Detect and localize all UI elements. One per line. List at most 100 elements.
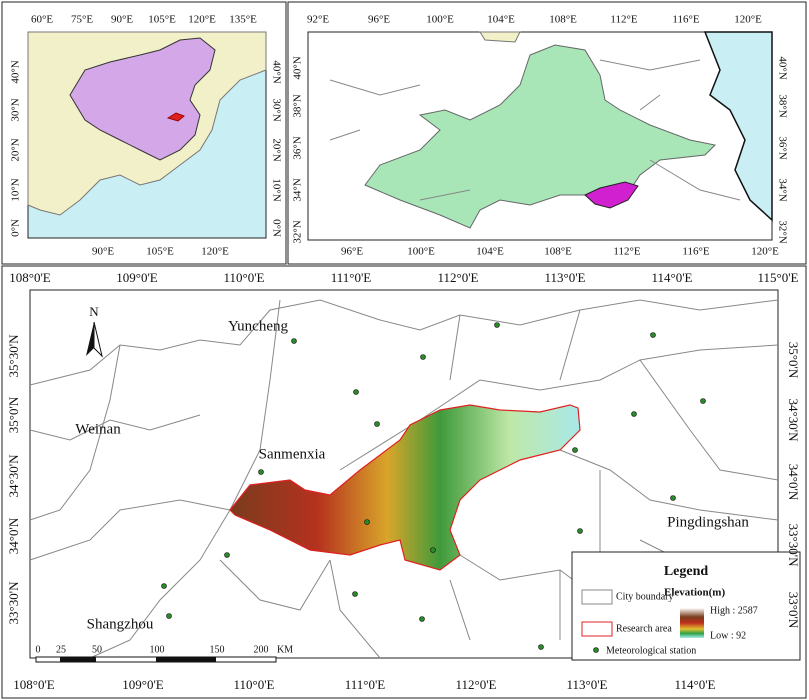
lat-label: 33°0'N: [786, 592, 801, 629]
city-label: Shangzhou: [87, 616, 154, 632]
lon-label: 114°0'E: [675, 677, 716, 692]
lat-label: 36°N: [776, 136, 788, 159]
station: [419, 616, 425, 622]
station: [670, 495, 676, 501]
legend-gradient: [680, 608, 704, 638]
lat-label: 33°30'N: [786, 524, 801, 568]
lat-label: 35°0'N: [786, 342, 801, 379]
city-label: Pingdingshan: [667, 514, 749, 530]
scale-label: KM: [277, 644, 293, 655]
lat-label: 0°N: [10, 219, 22, 237]
lat-label: 34°30'N: [786, 399, 801, 443]
lat-label: 32°N: [776, 220, 788, 243]
station: [161, 583, 167, 589]
lon-label: 90°E: [111, 14, 133, 26]
station: [166, 613, 172, 619]
legend-label: Research area: [616, 623, 672, 634]
station: [650, 332, 656, 338]
lat-label: 30°N: [10, 98, 22, 121]
station: [577, 528, 583, 534]
lon-label: 96°E: [341, 246, 363, 258]
lon-label: 115°0'E: [758, 270, 799, 285]
station: [364, 519, 370, 525]
station: [494, 322, 500, 328]
station: [700, 398, 706, 404]
lon-label: 112°E: [613, 246, 640, 258]
lon-label: 110°0'E: [224, 270, 265, 285]
legend-label: Low : 92: [710, 630, 746, 641]
scale-label: 150: [210, 644, 225, 655]
lon-label: 110°0'E: [234, 677, 275, 692]
scale-label: 100: [150, 644, 165, 655]
lon-label: 112°0'E: [456, 677, 497, 692]
lon-label: 135°E: [229, 14, 257, 26]
lon-label: 120°E: [751, 246, 779, 258]
scale-label: 200: [254, 644, 269, 655]
lon-label: 116°E: [682, 246, 709, 258]
scale-bar: [156, 657, 216, 662]
station: [353, 389, 359, 395]
lat-label: 34°30'N: [6, 454, 21, 498]
research-area: [166, 112, 185, 122]
station: [430, 547, 436, 553]
station: [538, 644, 544, 650]
lat-label: 0°N: [270, 219, 282, 237]
station: [374, 421, 380, 427]
legend-title: Legend: [664, 564, 709, 579]
legend-label: Elevation(m): [664, 587, 725, 599]
lat-label: 34°N: [776, 178, 788, 201]
lon-label: 75°E: [71, 14, 93, 26]
station: [352, 591, 358, 597]
lon-label: 108°0'E: [13, 677, 55, 692]
station: [572, 447, 578, 453]
station: [258, 469, 264, 475]
legend-swatch: [593, 647, 599, 653]
lat-label: 40°N: [776, 56, 788, 79]
lat-label: 35°30'N: [6, 334, 21, 378]
research-area: [584, 181, 639, 209]
panel-frame: [1, 1, 287, 265]
lat-label: 10°N: [10, 178, 22, 201]
scale-label: 50: [92, 644, 102, 655]
lon-label: 100°E: [426, 14, 454, 26]
land: [479, 31, 521, 43]
lat-label: 40°N: [270, 60, 282, 83]
city-label: Sanmenxia: [259, 446, 326, 462]
lat-label: 10°N: [270, 178, 282, 201]
lon-label: 105°E: [146, 246, 174, 258]
lat-label: 40°N: [10, 60, 22, 83]
lat-label: 32°N: [292, 220, 304, 243]
station: [631, 411, 637, 417]
scale-bar: [60, 657, 96, 662]
lat-label: 34°N: [292, 178, 304, 201]
scale-label: 25: [56, 644, 66, 655]
lon-label: 112°0'E: [438, 270, 479, 285]
lon-label: 111°0'E: [345, 677, 386, 692]
legend-swatch: [581, 621, 613, 637]
lon-label: 108°E: [549, 14, 577, 26]
lon-label: 120°E: [188, 14, 216, 26]
scale-label: 0: [36, 644, 41, 655]
research-area-dem: [229, 404, 581, 571]
lon-label: 92°E: [307, 14, 329, 26]
lat-label: 34°0'N: [6, 517, 21, 554]
lat-label: 20°N: [270, 138, 282, 161]
lon-label: 108°E: [544, 246, 572, 258]
lon-label: 113°0'E: [545, 270, 586, 285]
station: [224, 552, 230, 558]
city-label: Yuncheng: [228, 318, 288, 334]
lon-label: 96°E: [368, 14, 390, 26]
lat-label: 38°N: [776, 94, 788, 117]
station: [420, 354, 426, 360]
lat-label: 30°N: [270, 98, 282, 121]
lon-label: 120°E: [734, 14, 762, 26]
lon-label: 104°E: [476, 246, 504, 258]
lat-label: 35°0'N: [6, 396, 21, 433]
lat-label: 20°N: [10, 138, 22, 161]
lon-label: 105°E: [148, 14, 176, 26]
stations: [161, 322, 706, 650]
lat-label: 34°0'N: [786, 464, 801, 501]
boundary: [329, 59, 741, 201]
